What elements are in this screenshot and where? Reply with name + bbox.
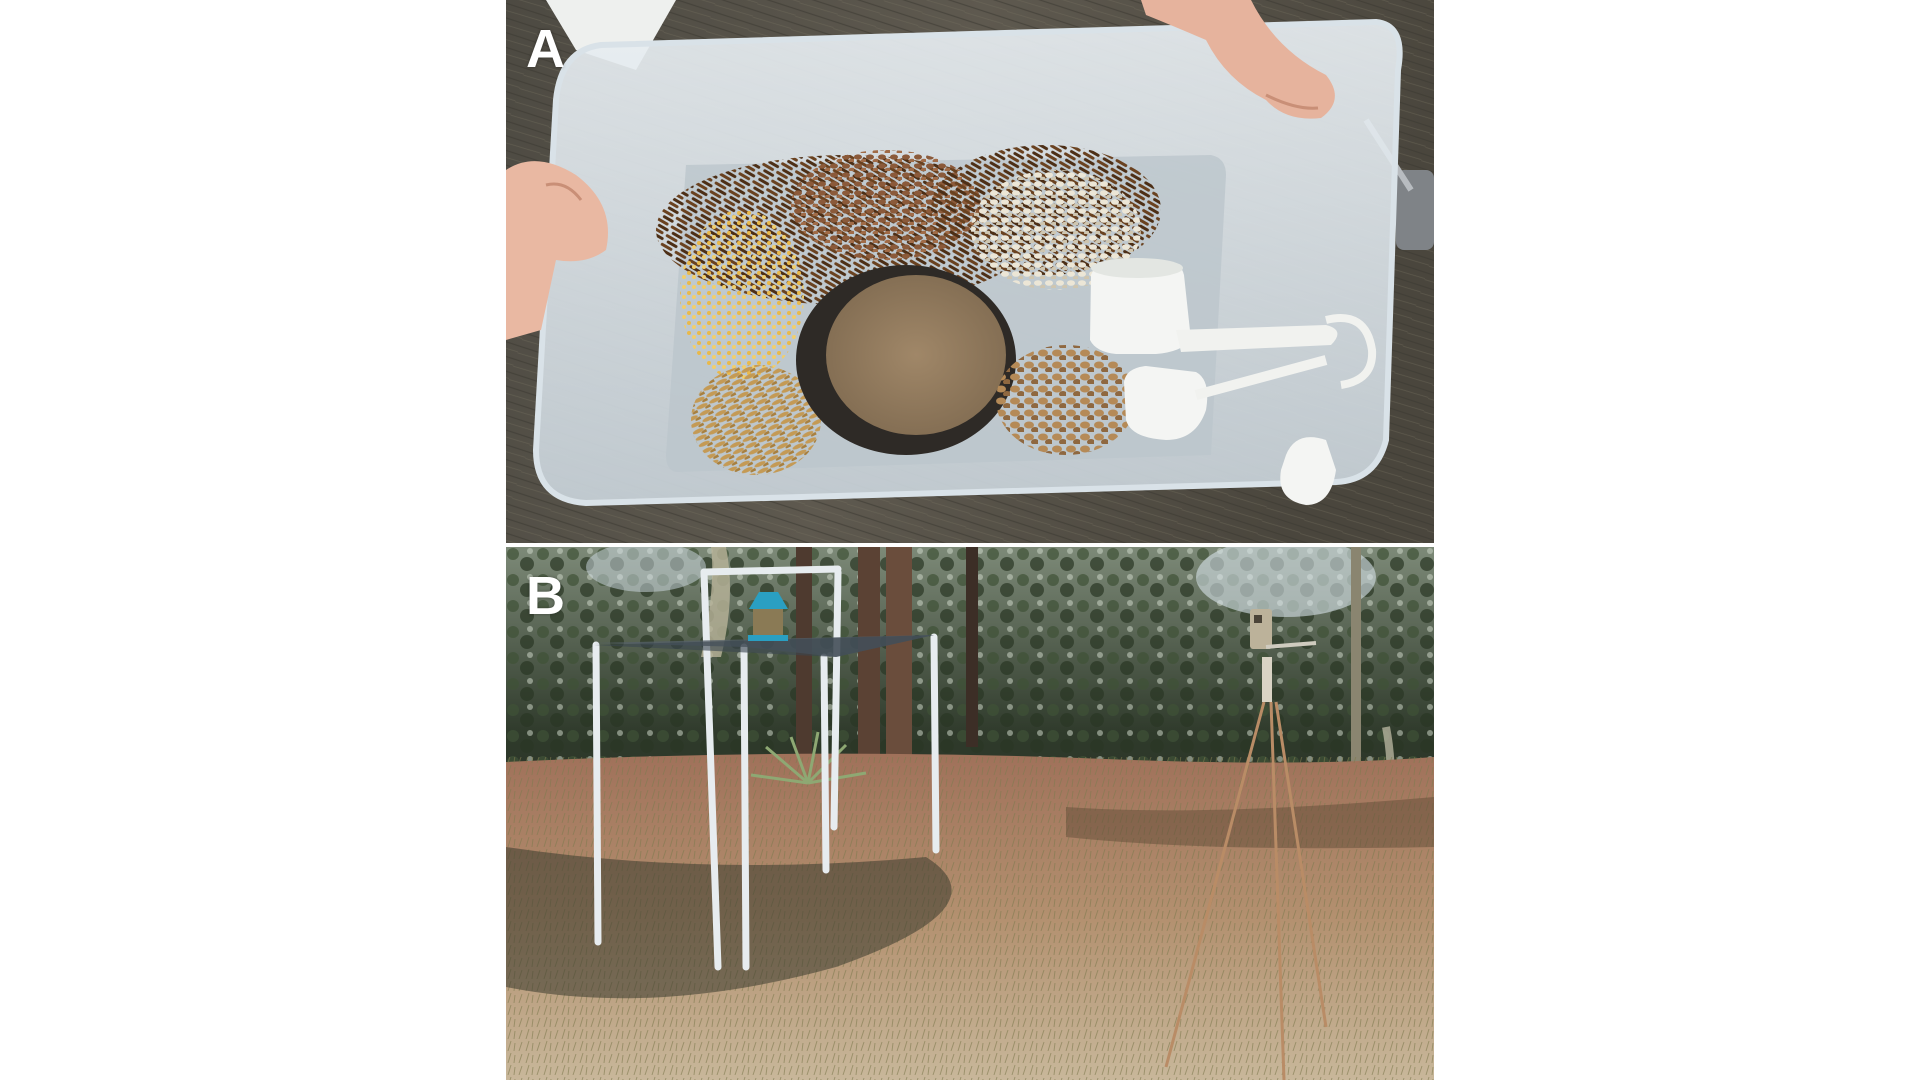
- panel-b-label: B: [526, 566, 565, 626]
- seed-tub-photo: [506, 0, 1434, 543]
- panel-b-photo: B: [506, 547, 1434, 1080]
- panel-a-label: A: [526, 19, 565, 79]
- panel-a-photo: A: [506, 0, 1434, 543]
- figure: A: [506, 0, 1434, 1080]
- field-setup-photo: [506, 547, 1434, 1080]
